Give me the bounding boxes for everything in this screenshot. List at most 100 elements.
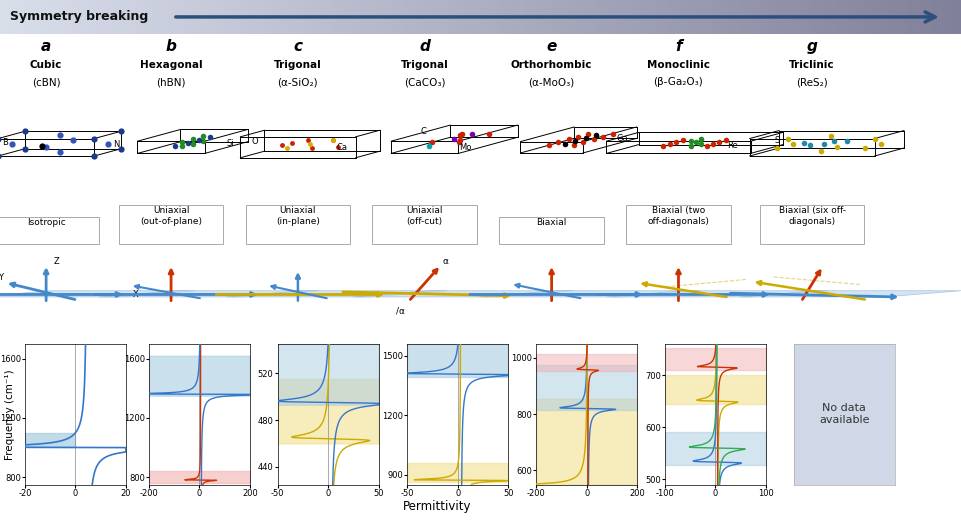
- Bar: [572, 0, 577, 34]
- Bar: [202, 0, 207, 34]
- Bar: [625, 0, 629, 34]
- Bar: [322, 0, 327, 34]
- Bar: [778, 0, 783, 34]
- Text: Isotropic: Isotropic: [27, 218, 65, 227]
- Bar: [38, 0, 43, 34]
- FancyBboxPatch shape: [500, 217, 604, 244]
- Bar: [538, 0, 543, 34]
- Polygon shape: [606, 291, 827, 297]
- Bar: [250, 0, 255, 34]
- Bar: [711, 0, 716, 34]
- Bar: [899, 0, 903, 34]
- Bar: [456, 0, 461, 34]
- Bar: [159, 0, 163, 34]
- Bar: [394, 0, 399, 34]
- Bar: [557, 0, 562, 34]
- Bar: [365, 0, 370, 34]
- Bar: [461, 0, 466, 34]
- Bar: [932, 0, 937, 34]
- Bar: [855, 0, 860, 34]
- Text: Orthorhombic: Orthorhombic: [511, 60, 592, 70]
- Bar: [740, 0, 745, 34]
- Bar: [870, 0, 875, 34]
- Text: Symmetry breaking: Symmetry breaking: [10, 10, 148, 23]
- Text: α: α: [442, 257, 448, 266]
- Bar: [178, 0, 183, 34]
- Bar: [529, 0, 533, 34]
- Bar: [173, 0, 178, 34]
- Text: b: b: [165, 39, 177, 54]
- Bar: [303, 0, 308, 34]
- Bar: [903, 0, 908, 34]
- Bar: [846, 0, 850, 34]
- Bar: [658, 0, 663, 34]
- Bar: [336, 0, 341, 34]
- Bar: [745, 0, 750, 34]
- Text: g: g: [806, 39, 818, 54]
- Bar: [437, 0, 442, 34]
- Text: (β-Ga₂O₃): (β-Ga₂O₃): [653, 78, 703, 88]
- Bar: [168, 0, 173, 34]
- Bar: [317, 0, 322, 34]
- Bar: [293, 0, 298, 34]
- Text: Triclinic: Triclinic: [789, 60, 835, 70]
- Bar: [327, 0, 332, 34]
- Bar: [937, 0, 942, 34]
- Bar: [187, 0, 192, 34]
- Bar: [298, 0, 303, 34]
- Bar: [163, 0, 168, 34]
- Polygon shape: [99, 291, 320, 297]
- Bar: [673, 0, 678, 34]
- Bar: [850, 0, 855, 34]
- Text: Uniaxial
(in-plane): Uniaxial (in-plane): [276, 206, 320, 226]
- Text: e: e: [547, 39, 556, 54]
- Text: Re: Re: [727, 141, 738, 150]
- Text: (ReS₂): (ReS₂): [796, 78, 828, 88]
- Bar: [375, 0, 380, 34]
- Bar: [91, 0, 96, 34]
- FancyBboxPatch shape: [119, 205, 223, 244]
- Bar: [106, 0, 111, 34]
- Bar: [231, 0, 235, 34]
- Text: Frequency (cm⁻¹): Frequency (cm⁻¹): [5, 369, 14, 460]
- Bar: [826, 0, 831, 34]
- Bar: [947, 0, 951, 34]
- Text: X: X: [133, 290, 138, 299]
- Text: Z: Z: [54, 257, 60, 266]
- Bar: [312, 0, 317, 34]
- Text: f: f: [676, 39, 681, 54]
- Bar: [601, 0, 605, 34]
- Bar: [149, 0, 154, 34]
- Text: Monoclinic: Monoclinic: [647, 60, 710, 70]
- Bar: [750, 0, 754, 34]
- Bar: [596, 0, 601, 34]
- Bar: [894, 0, 899, 34]
- Bar: [812, 0, 817, 34]
- Bar: [442, 0, 447, 34]
- Text: Hexagonal: Hexagonal: [139, 60, 203, 70]
- Bar: [586, 0, 591, 34]
- Bar: [48, 0, 53, 34]
- Bar: [43, 0, 48, 34]
- Bar: [384, 0, 389, 34]
- Bar: [543, 0, 548, 34]
- Bar: [918, 0, 923, 34]
- Bar: [370, 0, 375, 34]
- Bar: [519, 0, 524, 34]
- Text: (CaCO₃): (CaCO₃): [404, 78, 446, 88]
- Text: Y: Y: [0, 273, 3, 282]
- Bar: [620, 0, 625, 34]
- Bar: [139, 0, 144, 34]
- Bar: [144, 0, 149, 34]
- FancyBboxPatch shape: [627, 205, 730, 244]
- Bar: [96, 0, 101, 34]
- Bar: [562, 0, 567, 34]
- Bar: [24, 0, 29, 34]
- Bar: [692, 0, 697, 34]
- Polygon shape: [0, 291, 195, 297]
- Bar: [259, 0, 264, 34]
- Bar: [754, 0, 759, 34]
- Bar: [308, 0, 312, 34]
- FancyBboxPatch shape: [0, 217, 99, 244]
- Text: Biaxial: Biaxial: [536, 218, 567, 227]
